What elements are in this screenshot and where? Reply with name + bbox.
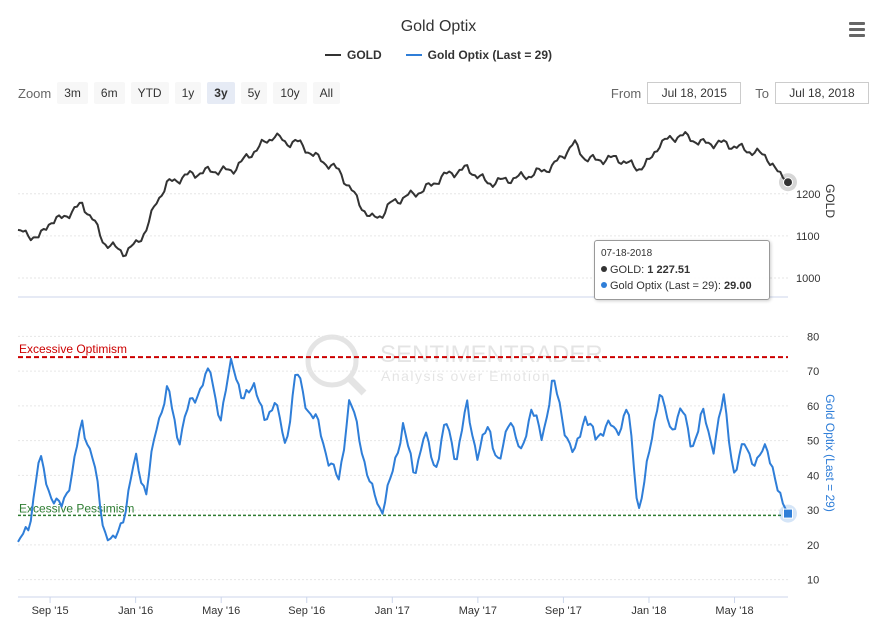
gold-y-tick-label: 1100	[796, 231, 820, 243]
zoom-label: Zoom	[18, 85, 52, 101]
tooltip-gold-label: GOLD:	[610, 264, 645, 276]
gold-y-axis: 1000 1100 1200	[796, 189, 820, 285]
watermark-name: SENTIMENTRADER	[380, 341, 603, 368]
optix-axis-title: Gold Optix (Last = 29)	[823, 394, 837, 512]
optix-y-axis: 10 20 30 40 50 60 70 80	[807, 331, 819, 586]
chart-title: Gold Optix	[400, 18, 477, 35]
tooltip: 07-18-2018 GOLD: 1 227.51 Gold Optix (La…	[594, 240, 770, 300]
watermark-tagline: Analysis over Emotion	[381, 368, 551, 384]
tooltip-gold-value: 1 227.51	[647, 264, 691, 276]
zoom-ytd-button[interactable]: YTD	[130, 82, 169, 104]
optix-y-tick-label: 20	[807, 540, 819, 552]
x-tick-label: Jan '18	[631, 605, 666, 617]
x-tick-label: Jan '17	[375, 605, 410, 617]
zoom-6m-button[interactable]: 6m	[93, 82, 125, 104]
watermark-handle	[347, 376, 367, 396]
legend-swatch-optix	[405, 54, 422, 56]
excessive-optimism-label: Excessive Optimism	[19, 342, 127, 356]
x-tick-label: Sep '15	[32, 605, 69, 617]
optix-y-tick-label: 50	[807, 436, 819, 448]
gold-series-line	[17, 131, 789, 258]
x-tick-label: May '17	[459, 605, 497, 617]
optix-y-tick-label: 60	[807, 401, 819, 413]
optix-series-line	[17, 357, 789, 543]
x-tick-label: May '18	[715, 605, 753, 617]
tooltip-optix-row: Gold Optix (Last = 29): 29.00	[601, 278, 763, 294]
legend-item-optix[interactable]: Gold Optix (Last = 29)	[405, 48, 553, 62]
zoom-3m-button[interactable]: 3m	[57, 82, 88, 104]
tooltip-optix-label: Gold Optix (Last = 29):	[610, 280, 721, 292]
optix-gridlines	[18, 335, 788, 581]
zoom-5y-button[interactable]: 5y	[240, 82, 268, 104]
zoom-10y-button[interactable]: 10y	[273, 82, 307, 104]
to-date-input[interactable]: Jul 18, 2018	[775, 82, 869, 104]
from-date-input[interactable]: Jul 18, 2015	[647, 82, 742, 104]
optix-y-tick-label: 70	[807, 366, 819, 378]
legend-swatch-gold	[324, 54, 341, 56]
tooltip-optix-value: 29.00	[724, 280, 752, 292]
legend-item-gold[interactable]: GOLD	[324, 48, 382, 62]
zoom-bar: Zoom 3m 6m YTD 1y 3y 5y 10y All	[18, 82, 346, 104]
to-label: To	[755, 85, 769, 101]
gold-last-point[interactable]	[779, 173, 797, 192]
date-range: From Jul 18, 2015 To Jul 18, 2018	[611, 82, 869, 104]
zoom-3y-button[interactable]: 3y	[207, 82, 235, 104]
optix-y-tick-label: 40	[807, 470, 819, 482]
x-tick-label: Sep '17	[545, 605, 582, 617]
gold-y-tick-label: 1200	[796, 189, 820, 201]
optix-y-tick-label: 80	[807, 331, 819, 343]
excessive-pessimism-label: Excessive Pessimism	[19, 501, 134, 515]
gold-last-marker	[783, 177, 793, 188]
gold-y-tick-label: 1000	[796, 273, 820, 285]
gold-axis-title: GOLD	[823, 184, 837, 218]
x-tick-label: Jan '16	[118, 605, 153, 617]
optix-last-marker	[783, 508, 793, 519]
hamburger-menu-icon[interactable]	[847, 22, 867, 42]
x-tick-label: May '16	[202, 605, 240, 617]
legend: GOLD Gold Optix (Last = 29)	[0, 48, 877, 62]
optix-y-tick-label: 10	[807, 575, 819, 587]
x-tick-label: Sep '16	[288, 605, 325, 617]
tooltip-gold-dot	[601, 266, 607, 272]
sentiment-bands	[18, 356, 788, 517]
optix-last-point[interactable]	[779, 504, 797, 523]
watermark: SENTIMENTRADER Analysis over Emotion	[305, 334, 603, 396]
legend-label-gold: GOLD	[346, 48, 382, 62]
tooltip-date: 07-18-2018	[601, 248, 653, 259]
tooltip-gold-row: GOLD: 1 227.51	[601, 262, 763, 278]
zoom-all-button[interactable]: All	[312, 82, 341, 104]
optix-y-tick-label: 30	[807, 505, 819, 517]
zoom-1y-button[interactable]: 1y	[174, 82, 202, 104]
watermark-magnifier-icon	[305, 334, 359, 388]
from-label: From	[610, 85, 642, 101]
x-axis: Sep '15 Jan '16 May '16 Sep '16 Jan '17 May '…	[32, 597, 754, 617]
legend-label-optix: Gold Optix (Last = 29)	[427, 48, 553, 62]
tooltip-optix-dot	[601, 282, 607, 288]
